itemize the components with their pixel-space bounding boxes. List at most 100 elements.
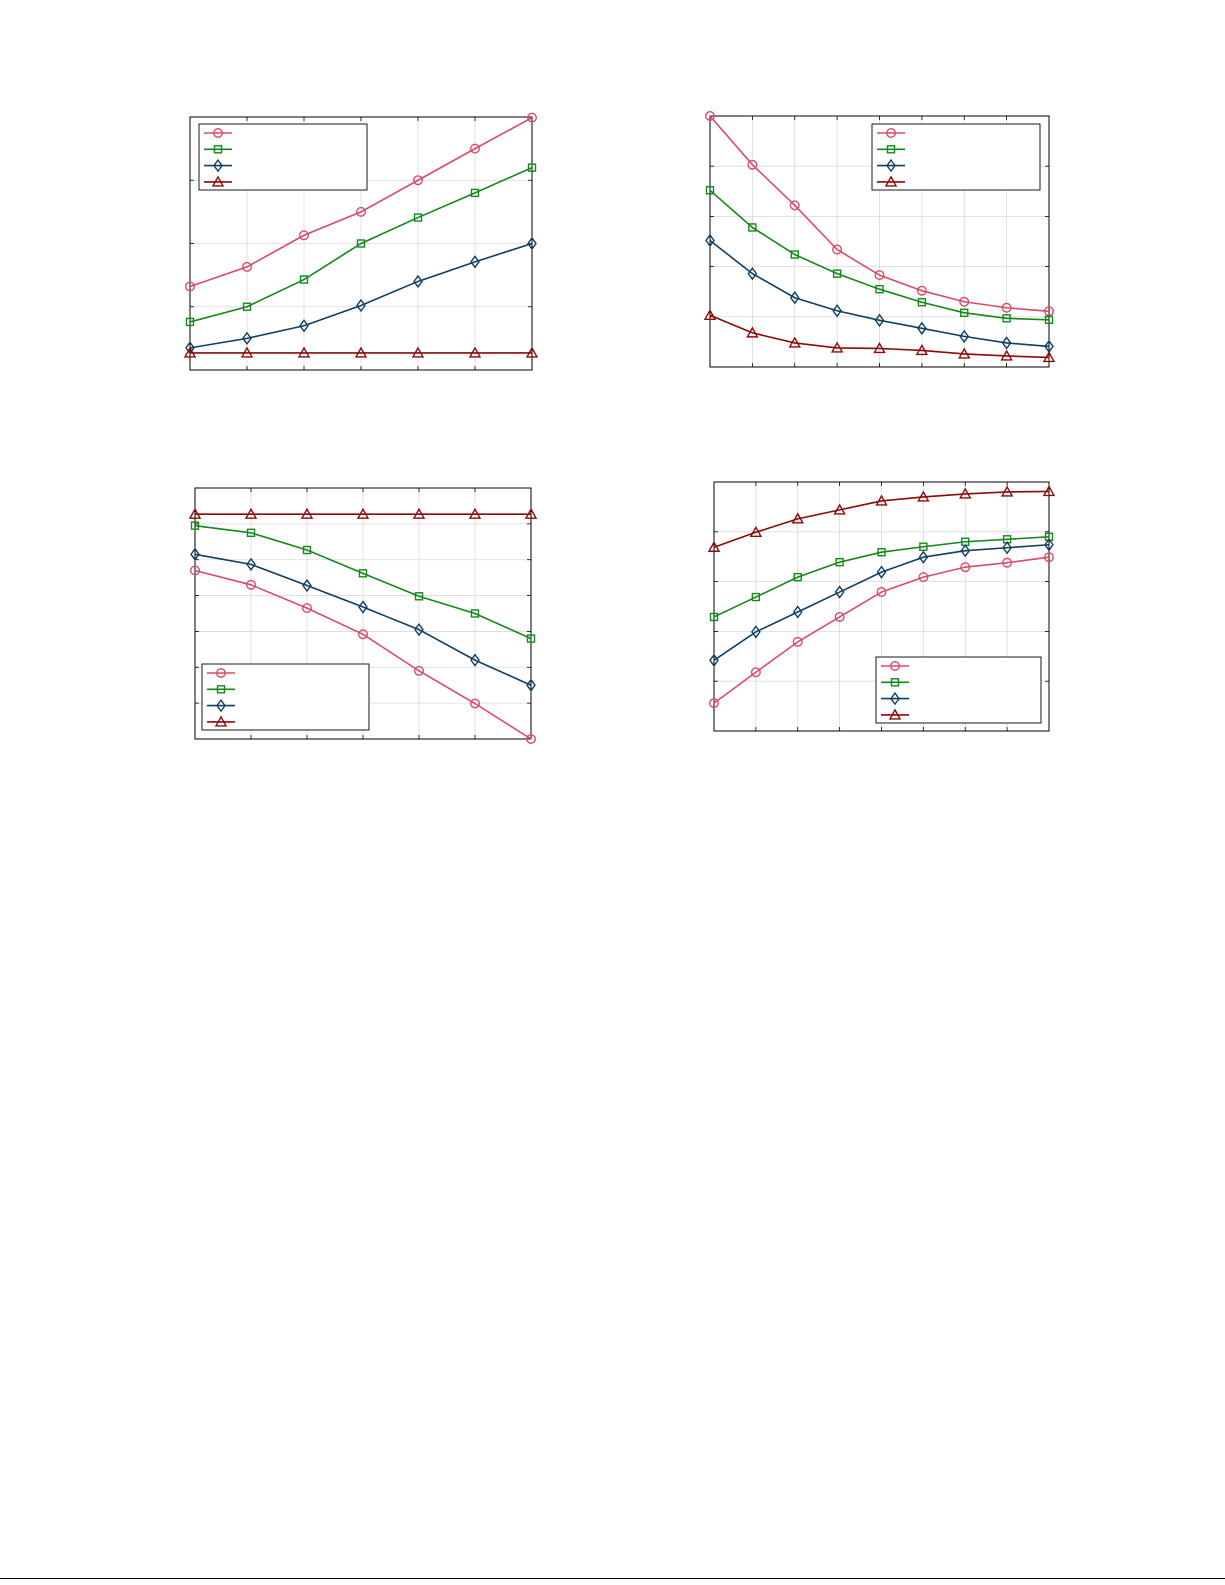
data-point-diamond xyxy=(709,653,719,667)
data-point-square xyxy=(299,275,309,284)
data-point-diamond xyxy=(358,600,368,614)
data-point-diamond xyxy=(1002,541,1012,555)
data-point-diamond xyxy=(242,331,252,346)
data-point-diamond xyxy=(834,585,845,599)
data-point-diamond xyxy=(246,557,256,572)
data-point-square xyxy=(356,239,366,248)
legend-marker-triangle xyxy=(888,708,902,720)
data-point-diamond xyxy=(705,233,715,248)
legend-marker-diamond xyxy=(890,691,900,706)
data-point-triangle xyxy=(354,346,368,358)
data-point-triangle xyxy=(830,341,844,353)
data-point-circle xyxy=(1043,552,1054,563)
data-point-diamond xyxy=(874,313,885,328)
data-point-triangle xyxy=(791,512,804,524)
legend-marker-circle xyxy=(212,127,223,138)
page-bottom-rule xyxy=(0,1578,1225,1579)
data-point-square xyxy=(877,548,886,557)
data-point-diamond xyxy=(302,578,312,593)
data-point-square xyxy=(1044,315,1054,325)
data-point-square xyxy=(413,213,423,222)
data-point-triangle xyxy=(412,507,426,519)
data-point-square xyxy=(470,188,480,198)
data-point-circle xyxy=(299,230,310,241)
data-point-diamond xyxy=(526,678,536,692)
data-point-circle xyxy=(356,206,367,217)
legend-marker-diamond xyxy=(216,698,226,713)
data-point-square xyxy=(246,528,256,538)
legend-box xyxy=(875,656,1042,724)
data-point-triangle xyxy=(958,347,971,359)
legend-marker-circle xyxy=(890,661,901,672)
data-point-circle xyxy=(874,270,885,281)
data-point-circle xyxy=(1001,302,1012,313)
data-point-circle xyxy=(358,629,369,640)
data-point-triangle xyxy=(300,507,314,519)
data-point-triangle xyxy=(468,346,482,358)
legend-box xyxy=(871,123,1041,191)
data-point-triangle xyxy=(183,346,197,358)
series-line-1 xyxy=(709,115,1050,313)
data-point-circle xyxy=(876,587,887,598)
data-point-triangle xyxy=(788,336,801,348)
data-point-diamond xyxy=(960,544,971,558)
data-point-circle xyxy=(709,698,720,709)
data-point-triangle xyxy=(707,540,721,552)
data-point-square xyxy=(190,521,200,530)
legend-marker-square xyxy=(890,678,900,687)
plot-frame xyxy=(194,487,532,740)
legend-marker-circle xyxy=(886,127,897,138)
data-point-triangle xyxy=(188,507,202,519)
data-point-triangle xyxy=(244,507,258,519)
data-point-diamond xyxy=(299,319,309,333)
chart-panel-1 xyxy=(183,112,539,371)
data-point-circle xyxy=(414,665,425,676)
data-point-circle xyxy=(526,734,537,745)
data-point-triangle xyxy=(875,494,888,506)
series-line-2 xyxy=(189,166,533,323)
legend-box xyxy=(201,663,370,731)
chart-panel-2 xyxy=(703,110,1056,368)
data-point-circle xyxy=(959,296,970,307)
series-line-3 xyxy=(194,553,532,686)
data-point-circle xyxy=(302,603,313,614)
data-point-circle xyxy=(832,244,843,255)
legend xyxy=(875,656,1042,724)
data-point-triangle xyxy=(915,343,929,356)
data-point-triangle xyxy=(746,326,759,338)
legend xyxy=(198,123,368,191)
data-point-square xyxy=(917,298,927,307)
data-point-circle xyxy=(241,261,252,272)
plot-frame xyxy=(713,481,1050,732)
data-point-square xyxy=(526,634,536,643)
data-point-circle xyxy=(1002,557,1013,568)
data-point-square xyxy=(302,545,312,555)
data-point-triangle xyxy=(1000,349,1013,361)
data-point-square xyxy=(705,186,715,195)
data-point-square xyxy=(709,612,719,622)
data-point-diamond xyxy=(959,329,970,344)
data-point-square xyxy=(751,592,761,602)
data-point-circle xyxy=(470,143,481,154)
legend-marker-square xyxy=(886,145,896,154)
data-point-square xyxy=(414,592,424,601)
data-point-square xyxy=(748,223,757,232)
series-line-3 xyxy=(189,242,533,349)
data-point-diamond xyxy=(413,274,423,289)
data-point-triangle xyxy=(917,490,930,502)
series-line-3 xyxy=(709,239,1050,348)
data-point-circle xyxy=(705,110,716,121)
data-point-diamond xyxy=(876,565,887,579)
data-point-diamond xyxy=(414,622,424,637)
data-point-circle xyxy=(189,565,200,576)
series-line-1 xyxy=(189,116,533,288)
data-point-circle xyxy=(184,281,195,292)
series-line-2 xyxy=(713,535,1050,618)
data-point-triangle xyxy=(297,346,311,358)
data-point-circle xyxy=(960,562,971,573)
series-line-2 xyxy=(194,524,532,640)
data-point-square xyxy=(790,250,799,259)
data-point-circle xyxy=(245,579,256,590)
data-point-triangle xyxy=(749,525,763,537)
